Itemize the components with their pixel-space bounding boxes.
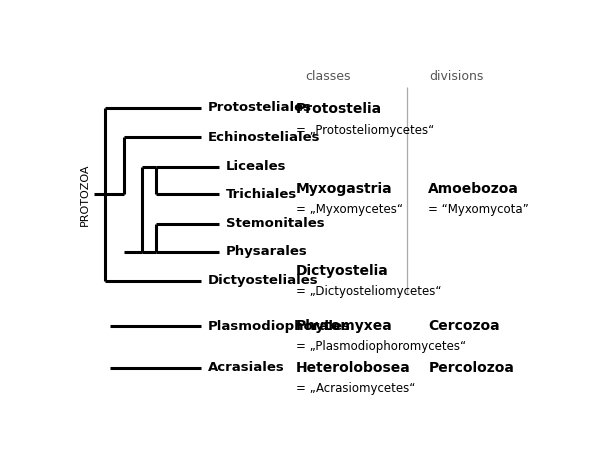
Text: Cercozoa: Cercozoa — [428, 319, 500, 333]
Text: Dictyosteliales: Dictyosteliales — [208, 274, 318, 288]
Text: Acrasiales: Acrasiales — [208, 361, 284, 374]
Text: Percolozoa: Percolozoa — [428, 360, 514, 374]
Text: Echinosteliales: Echinosteliales — [208, 130, 320, 144]
Text: divisions: divisions — [429, 70, 484, 83]
Text: = „Protosteliomycetes“: = „Protosteliomycetes“ — [296, 124, 434, 137]
Text: Liceales: Liceales — [226, 160, 287, 173]
Text: Plasmodiophorales: Plasmodiophorales — [208, 320, 350, 333]
Text: PROTOZOA: PROTOZOA — [80, 163, 90, 225]
Text: Physarales: Physarales — [226, 245, 308, 258]
Text: Heterolobosea: Heterolobosea — [296, 360, 410, 374]
Text: = „Dictyosteliomycetes“: = „Dictyosteliomycetes“ — [296, 285, 442, 298]
Text: Protostelia: Protostelia — [296, 103, 382, 117]
Text: Myxogastria: Myxogastria — [296, 182, 392, 196]
Text: Trichiales: Trichiales — [226, 188, 298, 201]
Text: = „Acrasiomycetes“: = „Acrasiomycetes“ — [296, 382, 415, 395]
Text: Amoebozoa: Amoebozoa — [428, 182, 519, 196]
Text: Stemonitales: Stemonitales — [226, 217, 325, 230]
Text: Phytomyxea: Phytomyxea — [296, 319, 392, 333]
Text: classes: classes — [305, 70, 351, 83]
Text: = “Myxomycota”: = “Myxomycota” — [428, 203, 529, 216]
Text: Protosteliales: Protosteliales — [208, 101, 311, 114]
Text: = „Plasmodiophoromycetes“: = „Plasmodiophoromycetes“ — [296, 340, 466, 353]
Text: Dictyostelia: Dictyostelia — [296, 264, 389, 278]
Text: = „Myxomycetes“: = „Myxomycetes“ — [296, 203, 403, 216]
